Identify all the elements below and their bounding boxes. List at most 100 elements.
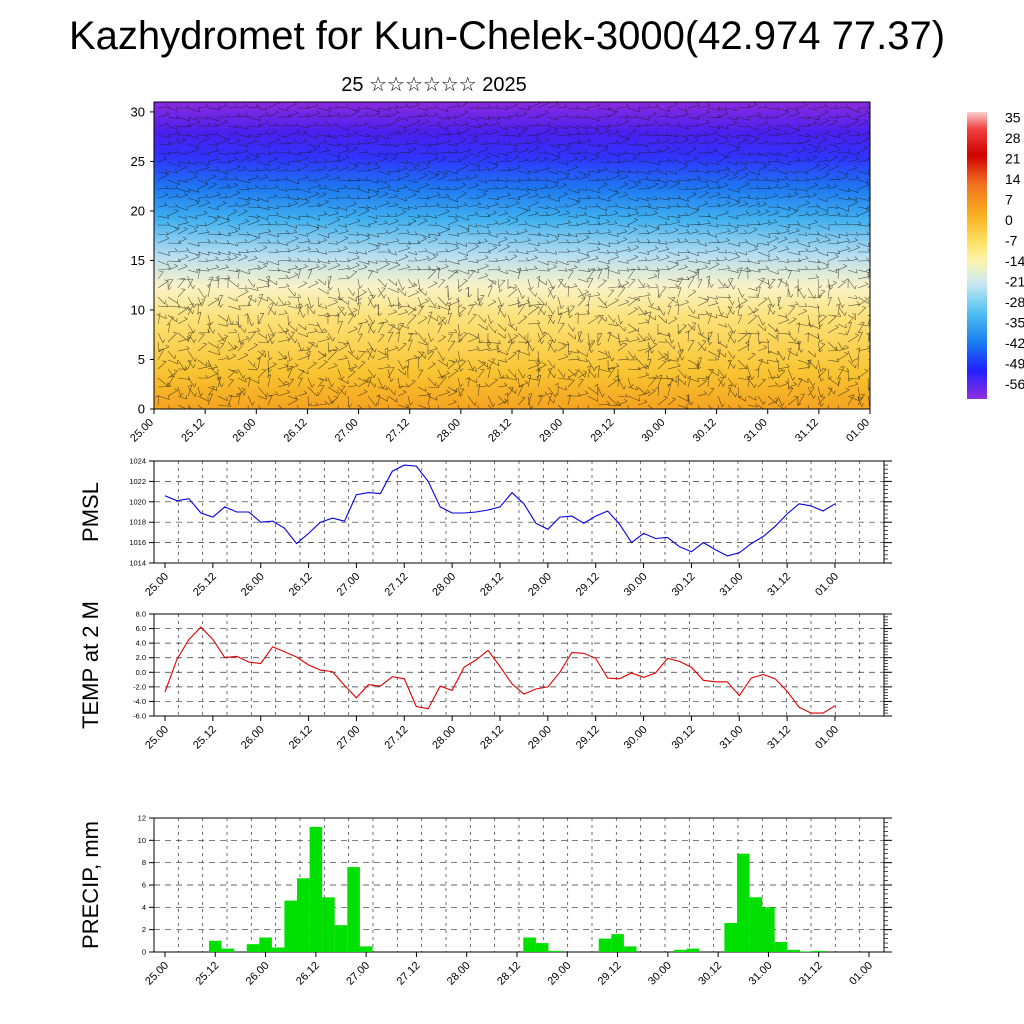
y-tick-label: 1014	[129, 559, 146, 568]
precip-bar	[322, 897, 335, 952]
y-tick-label: -4.0	[133, 697, 146, 706]
y-tick-label: 1016	[129, 538, 146, 547]
x-tick-label: 25.12	[179, 417, 207, 445]
colorbar-label: 21	[1005, 151, 1021, 167]
cross-section-field	[154, 102, 870, 409]
pmsl-panel: 1014 1016 1018 1020 1022 1024 25.00 25.12 26.00 2…	[78, 457, 892, 599]
y-tick-label: 1018	[129, 518, 146, 527]
pmsl-series-line	[164, 464, 836, 557]
y-axis-label: PMSL	[78, 482, 103, 542]
precip-bar	[535, 943, 549, 952]
precip-bar	[598, 938, 612, 952]
x-tick-label: 27.12	[382, 724, 410, 752]
x-tick-label: 29.00	[526, 724, 554, 752]
x-tick-label: 25.00	[128, 417, 156, 445]
x-tick-label: 29.12	[574, 724, 602, 752]
colorbar-label: -49	[1005, 356, 1024, 372]
x-tick-label: 01.00	[813, 724, 841, 752]
y-tick-label: 25	[131, 154, 145, 169]
x-tick-label: 26.00	[239, 724, 267, 752]
x-tick-label: 29.12	[574, 571, 602, 599]
x-tick-label: 31.12	[797, 960, 825, 988]
x-tick-label: 27.12	[395, 960, 423, 988]
x-tick-label: 30.00	[646, 960, 674, 988]
colorbar-label: 35	[1005, 110, 1021, 126]
x-tick-label: 28.00	[445, 960, 473, 988]
precip-bar	[749, 897, 763, 952]
colorbar-label: -42	[1005, 335, 1024, 351]
x-tick-label: 29.00	[545, 960, 573, 988]
y-tick-label: 6.0	[136, 624, 146, 633]
x-tick-label: 01.00	[813, 571, 841, 599]
precip-bar	[334, 925, 348, 952]
x-tick-label: 28.00	[430, 724, 458, 752]
precip-bar	[737, 853, 750, 952]
chart-title: Kazhydromet for Kun-Chelek-3000(42.974 7…	[68, 14, 946, 58]
y-tick-label: 1024	[129, 457, 146, 466]
colorbar-label: -28	[1005, 294, 1024, 310]
y-tick-label: -2.0	[133, 682, 146, 691]
x-tick-label: 28.12	[486, 417, 514, 445]
colorbar-label: 0	[1005, 212, 1013, 228]
x-tick-label: 26.12	[294, 960, 322, 988]
x-tick-label: 26.12	[287, 571, 315, 599]
x-tick-label: 25.12	[191, 571, 219, 599]
panel-frame	[153, 613, 885, 717]
x-tick-label: 25.00	[143, 724, 171, 752]
x-tick-label: 25.12	[193, 960, 221, 988]
precip-bar	[787, 949, 800, 952]
y-tick-label: 4	[142, 903, 146, 912]
precip-bar	[309, 826, 323, 952]
precip-bar	[623, 946, 637, 952]
x-tick-label: 30.00	[640, 417, 668, 445]
vertical-grid	[177, 461, 861, 563]
x-tick-label: 25.00	[143, 571, 171, 599]
precip-bar	[812, 950, 825, 952]
x-tick-label: 26.00	[230, 417, 258, 445]
x-tick-label: 30.00	[622, 724, 650, 752]
colorbar-label: -35	[1005, 315, 1024, 331]
x-tick-label: 28.00	[430, 571, 458, 599]
colorbar-label: 28	[1005, 130, 1021, 146]
x-tick-label: 29.12	[596, 960, 624, 988]
x-tick-label: 31.12	[765, 571, 793, 599]
wind-barbs	[155, 102, 870, 409]
y-tick-label: 10	[138, 836, 146, 845]
x-tick-label: 31.12	[765, 724, 793, 752]
precip-panel: 0 2 4 6 8 10 12 25.00 25.12 26.00 26.12 27.00 27.12 2…	[78, 814, 892, 988]
colorbar-scale	[967, 112, 987, 399]
precip-bar	[209, 940, 222, 952]
colorbar: 35 28 21 14 7 0 -7 -14 -21 -28 -35 -42 -49 -56	[967, 110, 1024, 399]
y-axis-label: TEMP at 2 M	[78, 601, 103, 729]
panel-frame	[153, 460, 885, 564]
y-tick-label: 5	[138, 352, 145, 367]
y-tick-label: 1020	[129, 497, 146, 506]
x-tick-label: 01.00	[847, 960, 875, 988]
x-tick-label: 31.00	[747, 960, 775, 988]
colorbar-label: -14	[1005, 253, 1024, 269]
y-tick-label: 8	[142, 858, 146, 867]
precip-bar	[259, 937, 272, 952]
precip-bar	[284, 900, 297, 952]
y-tick-label: 0.0	[136, 668, 146, 677]
x-tick-label: 29.00	[526, 571, 554, 599]
precip-bar	[347, 867, 360, 952]
x-tick-label: 27.12	[384, 417, 412, 445]
y-tick-label: 0	[138, 402, 145, 417]
chart-subtitle: 25 ☆☆☆☆☆☆ 2025	[341, 74, 527, 96]
colorbar-label: 14	[1005, 171, 1021, 187]
x-tick-label: 31.00	[742, 417, 770, 445]
y-axis-label: PRECIP, mm	[78, 821, 103, 949]
precip-bar	[359, 946, 373, 952]
precip-bar	[774, 942, 788, 952]
x-tick-label: 25.00	[143, 960, 171, 988]
x-tick-label: 26.00	[244, 960, 272, 988]
x-tick-label: 29.12	[588, 417, 616, 445]
temperature-field	[154, 102, 870, 409]
precip-bar	[221, 948, 235, 952]
x-tick-label: 30.12	[670, 724, 698, 752]
precip-bar	[611, 934, 624, 952]
y-tick-label: 1022	[129, 477, 146, 486]
precip-bar	[762, 907, 775, 952]
